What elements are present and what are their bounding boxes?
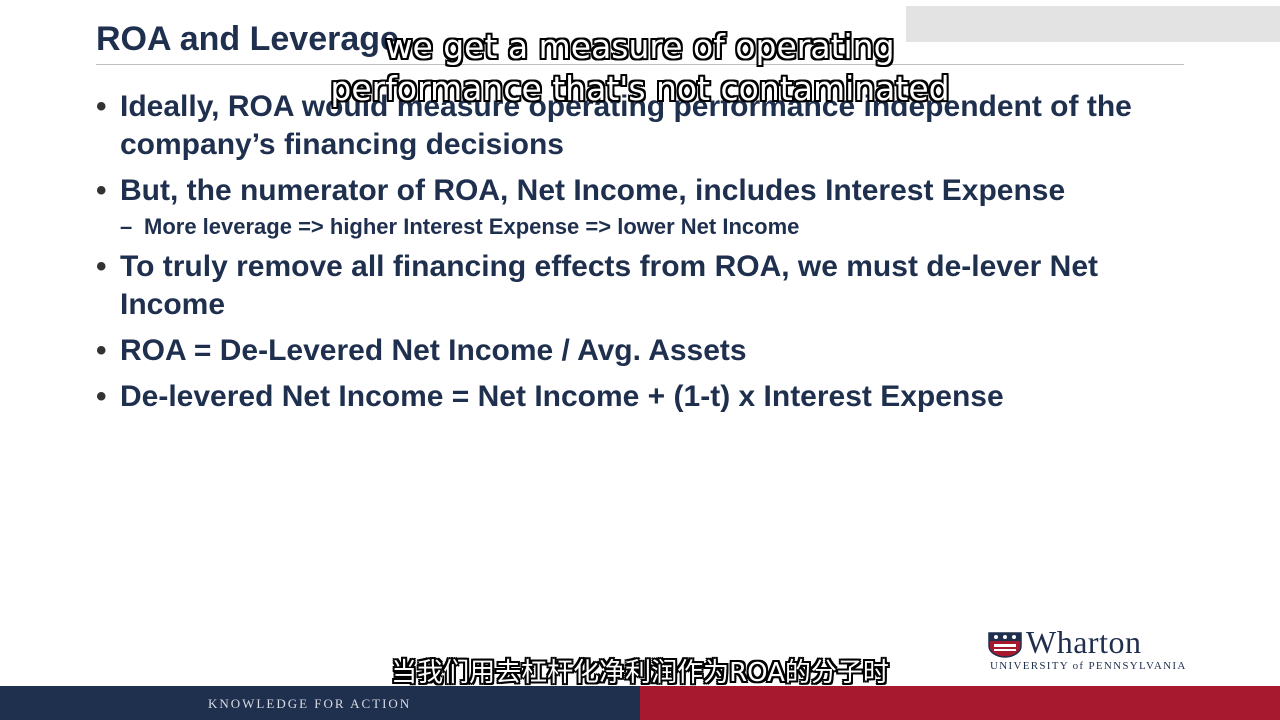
bullet-list: • Ideally, ROA would measure operating p… [96,88,1186,424]
sub-bullet-marker: – [120,214,133,239]
bullet-text: But, the numerator of ROA, Net Income, i… [120,174,1066,207]
top-right-panel [906,6,1280,42]
bullet-item: • To truly remove all financing effects … [96,248,1186,324]
slide-title: ROA and Leverage [96,20,399,58]
bullet-text: To truly remove all financing effects fr… [120,250,1099,321]
bullet-marker: • [96,90,107,123]
footer-tagline: KNOWLEDGE FOR ACTION [208,696,412,711]
sub-bullet-text: More leverage => higher Interest Expense… [144,214,800,239]
english-subtitle: we get a measure of operating performanc… [300,26,980,110]
subtitle-line: we get a measure of operating [385,27,895,66]
subtitle-line: performance that's not contaminated [330,69,950,108]
logo-wordmark: Wharton [1026,624,1142,660]
bullet-marker: • [96,380,107,413]
bullet-item: • Ideally, ROA would measure operating p… [96,88,1186,164]
penn-crest-icon [988,632,1022,658]
bullet-marker: • [96,250,107,283]
wharton-logo: Wharton UNIVERSITY of PENNSYLVANIA [988,624,1192,674]
bullet-marker: • [96,334,107,367]
bullet-marker: • [96,174,107,207]
footer-accent-bar [640,686,1280,720]
sub-bullet-item: – More leverage => higher Interest Expen… [96,212,1186,242]
bullet-item: • De-levered Net Income = Net Income + (… [96,378,1186,416]
bullet-item: • ROA = De-Levered Net Income / Avg. Ass… [96,332,1186,370]
bullet-text: Ideally, ROA would measure operating per… [120,90,1132,161]
bullet-text: De-levered Net Income = Net Income + (1-… [120,380,1004,413]
title-divider [96,64,1184,65]
bullet-text: ROA = De-Levered Net Income / Avg. Asset… [120,334,747,367]
footer-bar: KNOWLEDGE FOR ACTION [0,686,640,720]
chinese-subtitle: 当我们用去杠杆化净利润作为ROA的分子时 [391,658,889,688]
logo-university: UNIVERSITY of PENNSYLVANIA [990,660,1187,672]
bullet-item: • But, the numerator of ROA, Net Income,… [96,172,1186,210]
